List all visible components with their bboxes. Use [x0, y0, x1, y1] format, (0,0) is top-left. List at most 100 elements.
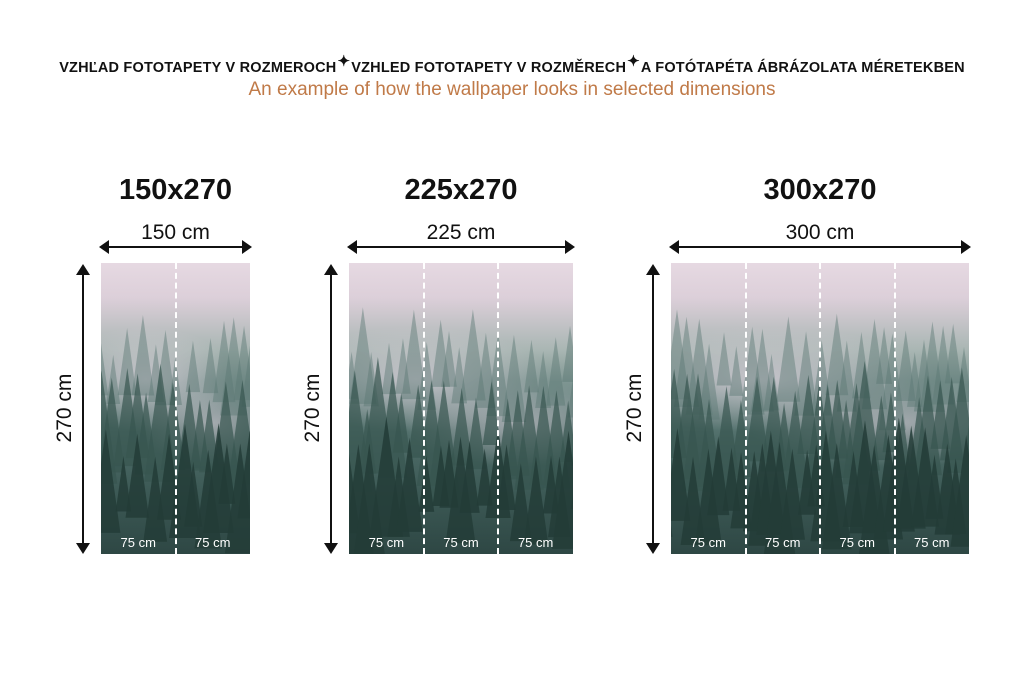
- tree-shape: [781, 390, 809, 489]
- tree-shape: [185, 340, 201, 393]
- tree-shape: [913, 375, 942, 476]
- tree-shape: [233, 325, 250, 401]
- tree-shape: [551, 430, 573, 549]
- heading-cz: VZHLED FOTOTAPETY V ROZMĚRECH: [351, 60, 627, 76]
- tree-shape: [459, 440, 480, 513]
- tree-shape: [476, 448, 493, 506]
- tree-shape: [184, 461, 203, 527]
- tree-shape: [950, 434, 969, 547]
- strip-width-label: 75 cm: [195, 535, 231, 550]
- multilingual-heading: VZHĽAD FOTOTAPETY V ROZMEROCH ✦VZHLED FOT…: [0, 53, 1024, 76]
- tree-shape: [396, 437, 423, 532]
- heading-hu: A FOTÓTAPÉTA ÁBRÁZOLATA MÉRETEKBEN: [640, 60, 965, 76]
- tree-shape: [562, 325, 573, 382]
- height-arrow-icon: [646, 264, 660, 554]
- forest-image: [101, 315, 250, 554]
- width-label: 225 cm: [426, 221, 496, 244]
- tree-shape: [227, 380, 250, 485]
- tree-shape: [401, 309, 427, 400]
- sparkle-icon: ✦: [627, 53, 640, 70]
- tree-shape: [106, 354, 121, 404]
- width-label: 300 cm: [785, 221, 855, 244]
- tree-shape: [482, 381, 501, 445]
- strip-width-label: 75 cm: [120, 535, 156, 550]
- tree-shape: [694, 448, 722, 546]
- width-arrow-icon: [669, 240, 971, 254]
- width-label: 150 cm: [141, 221, 210, 244]
- heading-sk: VZHĽAD FOTOTAPETY V ROZMEROCH: [59, 60, 337, 76]
- tree-shape: [218, 443, 236, 504]
- tree-shape: [101, 429, 121, 533]
- wallpaper-preview: 75 cm 75 cm: [101, 263, 250, 554]
- size-title: 300x270: [763, 174, 877, 206]
- strip-seam: [174, 263, 177, 554]
- strip-seam: [422, 263, 425, 554]
- tree-shape: [117, 327, 137, 396]
- height-label: 270 cm: [53, 373, 76, 443]
- tree-shape: [671, 428, 691, 521]
- tree-shape: [451, 347, 468, 404]
- tree-shape: [836, 340, 857, 412]
- tree-shape: [160, 382, 186, 471]
- strip-width-label: 75 cm: [765, 535, 801, 550]
- tree-shape: [673, 316, 700, 407]
- tree-shape: [460, 309, 486, 401]
- strip-width-label: 75 cm: [443, 535, 479, 550]
- height-arrow-icon: [76, 264, 90, 554]
- tree-shape: [392, 392, 410, 453]
- size-title: 225x270: [404, 174, 518, 206]
- tree-shape: [698, 343, 720, 420]
- tree-shape: [441, 330, 457, 387]
- tree-shape: [947, 367, 969, 473]
- tree-shape: [115, 456, 132, 512]
- tree-shape: [212, 320, 236, 403]
- tree-shape: [794, 331, 818, 416]
- forest-image: [349, 307, 573, 554]
- strip-width-label: 75 cm: [914, 535, 950, 550]
- tree-shape: [707, 436, 730, 516]
- tree-shape: [779, 448, 806, 540]
- tree-shape: [523, 456, 549, 545]
- strip-seam: [744, 263, 747, 554]
- tree-shape: [497, 444, 516, 511]
- tree-shape: [849, 360, 881, 471]
- tree-shape: [509, 463, 532, 542]
- height-label: 270 cm: [301, 373, 324, 443]
- wallpaper-preview: 75 cm 75 cm 75 cm 75 cm: [671, 263, 969, 554]
- size-title: 150x270: [119, 174, 232, 206]
- strip-width-label: 75 cm: [517, 535, 554, 550]
- tree-shape: [895, 330, 916, 401]
- strip-seam: [497, 263, 500, 554]
- tree-shape: [395, 338, 411, 394]
- tree-shape: [501, 334, 527, 423]
- width-arrow-icon: [347, 240, 575, 254]
- tree-shape: [716, 332, 732, 386]
- tree-shape: [224, 443, 250, 554]
- tree-shape: [878, 333, 906, 431]
- tree-shape: [776, 316, 801, 402]
- tree-shape: [745, 376, 769, 462]
- tree-shape: [445, 436, 476, 544]
- height-arrow-icon: [324, 264, 338, 554]
- tree-shape: [418, 455, 435, 512]
- strip-width-label: 75 cm: [368, 535, 405, 550]
- tree-shape: [125, 433, 150, 518]
- tree-shape: [876, 327, 893, 384]
- tree-shape: [825, 313, 849, 396]
- tree-shape: [729, 346, 744, 396]
- tree-shape: [671, 309, 690, 400]
- tree-shape: [202, 337, 219, 394]
- strip-seam: [819, 263, 821, 554]
- strip-width-label: 75 cm: [839, 535, 875, 550]
- subtitle: An example of how the wallpaper looks in…: [248, 79, 776, 100]
- tree-shape: [450, 387, 473, 466]
- tree-shape: [535, 351, 552, 409]
- tree-shape: [237, 430, 250, 519]
- strip-seam: [893, 263, 896, 554]
- tree-shape: [944, 323, 962, 384]
- tree-shape: [431, 319, 451, 387]
- tree-shape: [542, 390, 571, 489]
- wallpaper-preview: 75 cm 75 cm 75 cm: [349, 263, 573, 554]
- tree-shape: [143, 456, 168, 542]
- height-label: 270 cm: [623, 373, 646, 443]
